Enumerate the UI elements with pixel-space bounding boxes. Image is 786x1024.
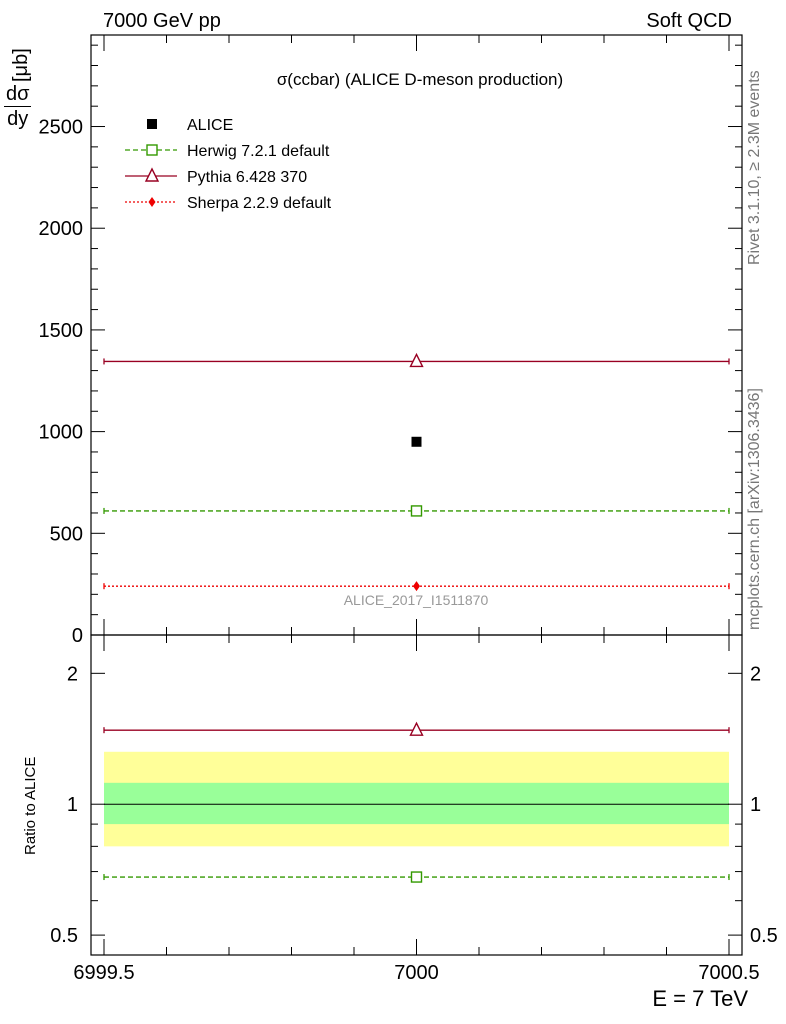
ratio-y-tick-label-left: 1: [67, 794, 78, 816]
series-3-main-point: [413, 581, 420, 592]
main-y-tick-label: 500: [50, 523, 83, 545]
series-2-ratio-point: [409, 721, 424, 736]
main-y-tick-label: 0: [72, 625, 83, 647]
ratio-y-tick-label-left: 0.5: [50, 925, 78, 947]
series-1-main-point: [410, 505, 423, 517]
ratio-y-tick-label-right: 0.5: [750, 925, 778, 947]
analysis-watermark: ALICE_2017_I1511870: [344, 592, 489, 608]
legend-label-0: ALICE: [187, 117, 233, 134]
series-1-ratio-point: [410, 871, 423, 883]
header-left: 7000 GeV pp: [103, 10, 221, 32]
legend-label-1: Herwig 7.2.1 default: [187, 143, 330, 160]
legend-marker-2: [144, 167, 160, 182]
main-y-tick-label: 1000: [39, 422, 84, 444]
legend-marker-1: [146, 144, 158, 156]
series-0-main-point: [411, 436, 422, 447]
x-tick-label: 6999.5: [73, 962, 134, 984]
header-right: Soft QCD: [646, 10, 732, 32]
x-tick-label: 7000.5: [698, 962, 759, 984]
series-2-main-point: [409, 352, 424, 368]
legend-marker-3: [148, 197, 156, 207]
ratio-band-inner: [104, 782, 729, 825]
ratio-y-tick-label-left: 2: [67, 663, 78, 685]
main-y-tick-label: 2000: [39, 218, 84, 240]
main-y-label: dσ dy: [4, 82, 32, 131]
main-y-tick-label: 2500: [39, 117, 84, 139]
y-label-denominator: dy: [7, 108, 29, 130]
ratio-y-tick-label-right: 2: [750, 663, 761, 685]
y-label-numerator: dσ: [4, 83, 32, 107]
chart-title: σ(ccbar) (ALICE D-meson production): [277, 70, 563, 89]
legend-marker-0: [147, 119, 157, 129]
main-y-tick-label: 1500: [39, 320, 84, 342]
legend-label-3: Sherpa 2.2.9 default: [187, 195, 332, 212]
ratio-y-tick-label-right: 1: [750, 794, 761, 816]
x-axis-label: E = 7 TeV: [652, 986, 748, 1011]
x-tick-label: 7000: [394, 962, 439, 984]
legend-label-2: Pythia 6.428 370: [187, 169, 307, 186]
